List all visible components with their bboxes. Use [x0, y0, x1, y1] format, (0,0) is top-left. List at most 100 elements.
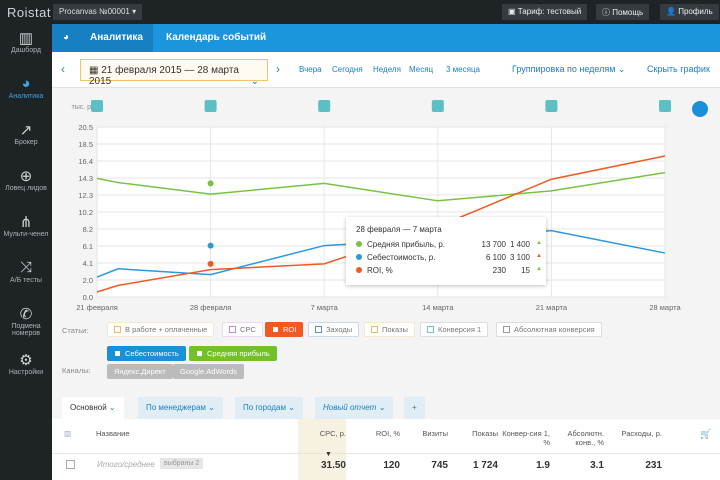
event-marker-icon[interactable] — [204, 100, 217, 112]
y-axis-label: тыс. р. — [72, 104, 94, 111]
chip-label: CPC — [240, 325, 256, 334]
cell-value: 745 — [431, 460, 448, 471]
chip-label: Себестоимость — [125, 349, 179, 358]
checkbox — [315, 326, 322, 333]
period-yesterday[interactable]: Вчера — [299, 65, 322, 74]
event-marker-icon[interactable] — [659, 100, 671, 112]
column-header[interactable]: Визиты — [422, 429, 448, 438]
stat-filter-chip[interactable]: CPC — [222, 322, 263, 337]
tab-event-calendar[interactable]: Календарь событий — [166, 32, 267, 43]
event-marker-icon[interactable] — [91, 100, 103, 112]
stat-filter-chip[interactable]: Средняя прибыль — [189, 346, 277, 361]
sidebar-item-broker[interactable]: ↗ Брокер — [0, 116, 52, 162]
sidebar-label: Подмена номеров — [11, 323, 41, 337]
sidebar-label: А/Б тесты — [10, 277, 42, 284]
stat-filter-chip[interactable]: В работе + оплаченные — [107, 322, 215, 337]
trend-arrow-icon: ▲ — [536, 253, 542, 259]
sidebar-item-settings[interactable]: ⚙ Настройки — [0, 346, 52, 392]
stat-filter-chip[interactable]: Себестоимость — [107, 346, 186, 361]
report-table: ▥ Название CPC, р. ROI, % Визиты Показы Конве… — [52, 419, 720, 480]
chip-label: ROI — [283, 325, 297, 334]
series-line-0 — [96, 171, 666, 202]
cell-value: 3.1 — [590, 460, 604, 471]
hide-chart-button[interactable]: Скрыть график — [647, 64, 710, 74]
data-point[interactable] — [207, 260, 214, 267]
column-header[interactable]: Конвер-сия 1, % — [502, 429, 550, 447]
stat-filter-chip[interactable]: Заходы — [308, 322, 360, 337]
trend-arrow-icon: ▲ — [536, 266, 542, 272]
y-tick-label: 16.4 — [78, 157, 93, 166]
column-header[interactable]: Показы — [472, 429, 498, 438]
channel-chip[interactable]: Google.AdWords — [173, 364, 244, 379]
report-tab[interactable]: По городам ⌄ — [235, 397, 303, 419]
report-tab[interactable]: Основной ⌄ — [62, 397, 124, 419]
toolbar: ‹ ▦ 21 февраля 2015 — 28 марта 2015 ⌄ › В… — [52, 52, 720, 88]
report-tab[interactable]: + — [404, 397, 425, 419]
period-today[interactable]: Сегодня — [332, 65, 363, 74]
hierarchy-icon: ⋔ — [19, 214, 33, 231]
sidebar-item-multichannel[interactable]: ⋔ Мульти-ченел — [0, 208, 52, 254]
column-header[interactable]: Расходы, р. — [621, 429, 662, 438]
profile-button[interactable]: 👤 Профиль — [660, 4, 719, 20]
stat-filter-chip[interactable]: ROI — [265, 322, 304, 337]
data-point[interactable] — [207, 242, 214, 249]
gear-icon: ⚙ — [19, 352, 33, 369]
row-checkbox[interactable] — [66, 460, 75, 469]
tariff-button[interactable]: ▣ Тариф: тестовый — [502, 4, 588, 20]
y-tick-label: 6.1 — [83, 242, 93, 251]
channel-chip[interactable]: Яндекс.Директ — [107, 364, 173, 379]
prev-period-button[interactable]: ‹ — [61, 62, 65, 76]
stats-label: Статьи: — [62, 326, 89, 335]
sidebar-item-lead-catcher[interactable]: ⊕ Ловец лидов — [0, 162, 52, 208]
period-week[interactable]: Неделя — [373, 65, 401, 74]
report-tab[interactable]: Новый отчет ⌄ — [315, 397, 394, 419]
event-marker-icon[interactable] — [431, 100, 444, 112]
y-tick-label: 0.0 — [83, 293, 93, 302]
tooltip-label: Себестоимость, р. — [367, 253, 436, 262]
grouping-dropdown[interactable]: Группировка по неделям ⌄ — [512, 64, 626, 74]
sidebar-label: Мульти-ченел — [3, 231, 49, 238]
project-selector[interactable]: Procanvas №00001 ▾ — [53, 4, 143, 20]
column-header[interactable]: CPC, р. — [319, 429, 346, 438]
data-point[interactable] — [207, 180, 214, 187]
period-month[interactable]: Месяц — [409, 65, 434, 74]
crosshair-icon: ⊕ — [19, 168, 33, 185]
tooltip-value: 230 — [492, 266, 506, 275]
stat-filter-chip[interactable]: Конверсия 1 — [420, 322, 489, 337]
event-marker-icon[interactable] — [318, 100, 331, 112]
stat-filter-chip[interactable]: Показы — [364, 322, 415, 337]
y-tick-label: 8.2 — [83, 225, 93, 234]
column-header[interactable]: ROI, % — [375, 429, 400, 438]
sidebar-item-ab-tests[interactable]: ⤨ А/Б тесты — [0, 254, 52, 300]
chip-label: Показы — [382, 325, 408, 334]
tooltip-value: 6 100 — [485, 253, 506, 262]
chip-label: Средняя прибыль — [207, 349, 270, 358]
x-tick-label: 21 февраля — [76, 303, 118, 312]
cell-value: 31.50 — [320, 460, 346, 471]
cart-icon[interactable]: 🛒 — [700, 429, 712, 439]
column-header[interactable]: Название — [96, 429, 130, 438]
sidebar-item-analytics[interactable]: ◕ Аналитика — [0, 70, 52, 116]
period-3-months[interactable]: 3 месяца — [446, 65, 480, 74]
tab-analytics[interactable]: Аналитика — [80, 24, 153, 52]
column-header[interactable]: Абсолютн. конв., % — [567, 429, 604, 447]
chart-toggle-icon[interactable]: ▥ — [64, 429, 72, 438]
trend-arrow-icon: ▲ — [536, 240, 542, 246]
chevron-down-icon: ⌄ — [288, 403, 295, 412]
add-event-button[interactable] — [692, 101, 708, 117]
help-button[interactable]: ⓘ Помощь — [596, 4, 650, 20]
sidebar-item-dashboard[interactable]: ▥ Дашборд — [0, 24, 52, 70]
sidebar-item-call-tracking[interactable]: ✆ Подмена номеров — [0, 300, 52, 346]
chart-tooltip: 28 февраля — 7 марта Средняя прибыль, р.… — [346, 217, 546, 285]
sidebar: ▥ Дашборд ◕ Аналитика ↗ Брокер ⊕ Ловец лидов… — [0, 24, 52, 480]
checkbox — [196, 350, 203, 357]
date-range-picker[interactable]: ▦ 21 февраля 2015 — 28 марта 2015 ⌄ — [80, 59, 268, 87]
next-period-button[interactable]: › — [276, 62, 280, 76]
tariff-label: Тариф: тестовый — [517, 7, 582, 16]
report-tab[interactable]: По менеджерам ⌄ — [138, 397, 223, 419]
y-tick-label: 10.2 — [78, 208, 93, 217]
series-dot — [356, 254, 362, 260]
shuffle-icon: ⤨ — [19, 259, 32, 276]
stat-filter-chip[interactable]: Абсолютная конверсия — [496, 322, 602, 337]
event-marker-icon[interactable] — [545, 100, 558, 112]
